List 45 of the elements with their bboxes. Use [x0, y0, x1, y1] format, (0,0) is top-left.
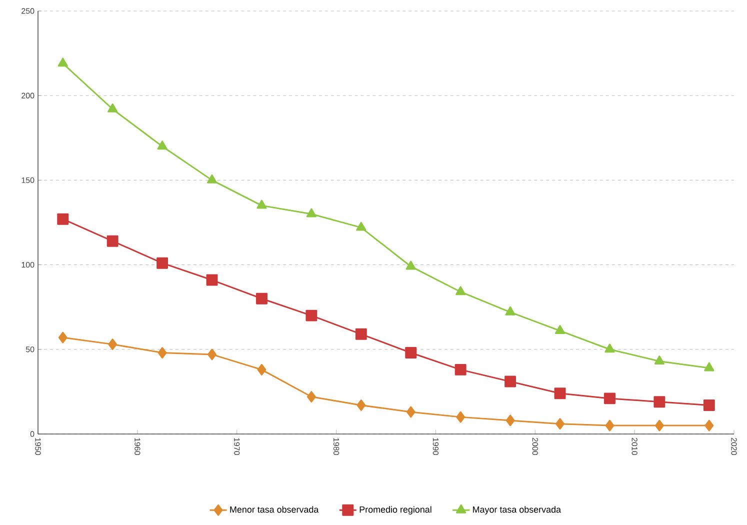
legend-label: Mayor tasa observada: [473, 506, 561, 514]
point: [306, 391, 316, 402]
point: [58, 58, 68, 67]
point: [256, 200, 267, 209]
point: [108, 338, 118, 350]
point: [704, 362, 714, 372]
point: [556, 418, 564, 430]
point: [406, 260, 416, 270]
point: [505, 306, 516, 316]
point: [208, 348, 216, 360]
point: [57, 213, 69, 225]
point: [604, 344, 615, 353]
point: [654, 396, 666, 408]
point: [158, 347, 167, 358]
point: [306, 208, 316, 218]
point: [506, 414, 515, 426]
point: [355, 328, 367, 340]
point: [704, 420, 714, 432]
point: [554, 325, 566, 334]
point: [58, 332, 68, 344]
point: [157, 140, 168, 150]
point: [703, 399, 715, 411]
point: [654, 356, 664, 364]
point: [257, 364, 266, 376]
point: [456, 286, 466, 296]
point: [406, 406, 416, 418]
point: [554, 388, 566, 400]
point: [504, 376, 516, 388]
point: [356, 222, 366, 231]
point: [256, 292, 268, 304]
point: [108, 103, 118, 112]
point: [604, 392, 616, 404]
point: [654, 420, 664, 432]
point: [156, 257, 168, 269]
point: [306, 310, 318, 322]
point: [456, 411, 466, 423]
legend-label: Promedio regional: [360, 506, 432, 514]
point: [405, 347, 417, 358]
point: [106, 235, 118, 247]
point: [206, 274, 218, 286]
legend-label: Menor tasa observada: [230, 506, 319, 513]
point: [605, 420, 614, 432]
point: [206, 174, 218, 184]
point: [454, 364, 466, 376]
point: [356, 399, 366, 411]
